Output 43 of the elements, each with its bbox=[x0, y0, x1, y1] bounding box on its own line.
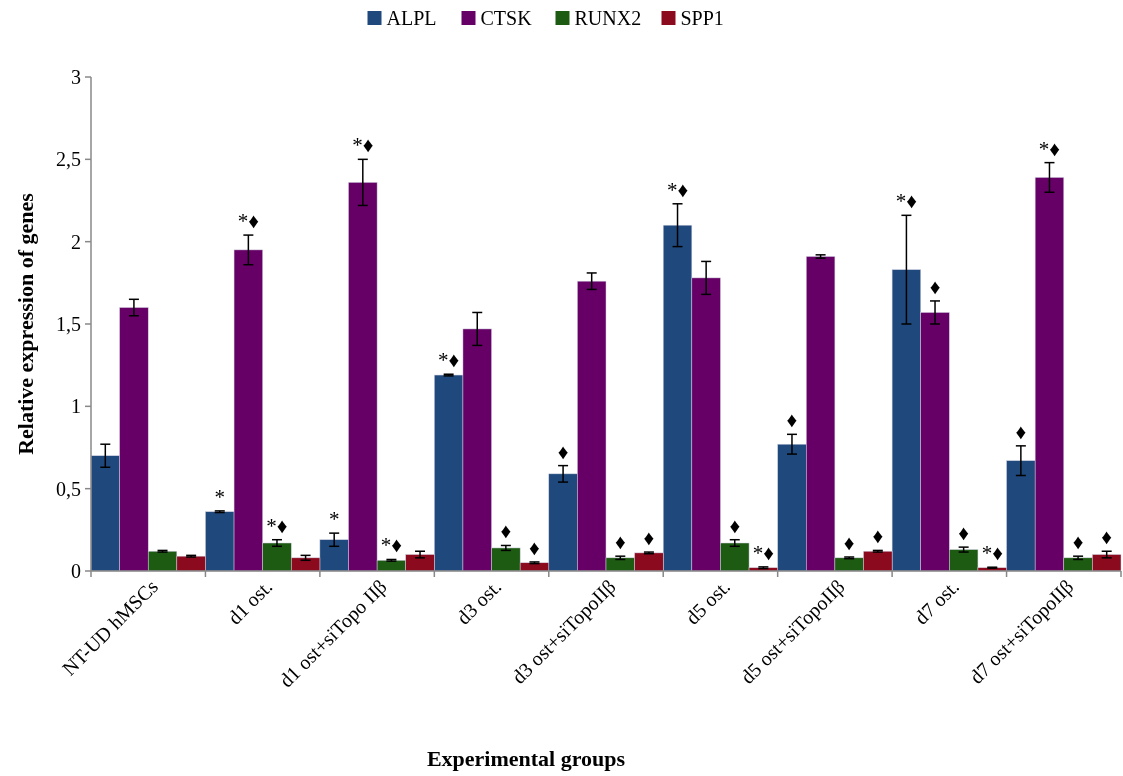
data-label: *♦ bbox=[752, 540, 775, 565]
y-tick-label: 2 bbox=[71, 230, 81, 253]
data-label: *♦ bbox=[981, 541, 1004, 566]
data-label: ♦ bbox=[872, 524, 884, 549]
data-label: ♦ bbox=[1072, 530, 1084, 555]
legend-label: ALPL bbox=[386, 7, 437, 29]
x-axis-title: Experimental groups bbox=[426, 746, 626, 771]
data-label: *♦ bbox=[237, 209, 260, 234]
data-label: ♦ bbox=[786, 408, 798, 433]
legend-label: RUNX2 bbox=[574, 7, 642, 29]
data-label: * bbox=[214, 484, 225, 509]
data-label: *♦ bbox=[352, 133, 374, 158]
data-label: ♦ bbox=[1015, 419, 1027, 444]
data-label: ♦ bbox=[500, 519, 512, 544]
y-tick-label: 0,5 bbox=[56, 477, 81, 500]
data-label: *♦ bbox=[666, 177, 689, 202]
y-tick-label: 2,5 bbox=[56, 148, 81, 171]
data-label: ♦ bbox=[643, 526, 655, 551]
data-label: *♦ bbox=[380, 533, 403, 558]
data-label: *♦ bbox=[438, 348, 460, 373]
y-tick-label: 3 bbox=[71, 66, 81, 88]
legend-label: SPP1 bbox=[680, 7, 724, 29]
data-label: ♦ bbox=[843, 531, 855, 555]
data-label: *♦ bbox=[895, 189, 918, 214]
data-label: ♦ bbox=[958, 521, 970, 546]
x-tick-label: d3 ost. bbox=[452, 575, 506, 629]
data-label: ♦ bbox=[729, 513, 741, 538]
y-tick-label: 1,5 bbox=[56, 313, 81, 335]
x-tick-label: d1 ost. bbox=[223, 575, 277, 629]
x-tick-label: d5 ost. bbox=[680, 575, 735, 629]
data-label: *♦ bbox=[1038, 136, 1061, 161]
data-label: ♦ bbox=[614, 530, 626, 555]
data-label: *♦ bbox=[266, 513, 288, 538]
data-label: ♦ bbox=[1101, 525, 1113, 550]
y-axis-title: Relative expression of genes bbox=[13, 192, 38, 455]
x-tick-label: d7 ost. bbox=[909, 575, 964, 629]
y-tick-label: 0 bbox=[71, 560, 81, 582]
data-label: ♦ bbox=[529, 535, 541, 560]
data-label: * bbox=[328, 507, 340, 532]
data-label: ♦ bbox=[557, 439, 569, 464]
data-label: ♦ bbox=[929, 274, 941, 299]
legend-label: CTSK bbox=[480, 7, 533, 29]
y-tick-label: 1 bbox=[71, 395, 81, 418]
